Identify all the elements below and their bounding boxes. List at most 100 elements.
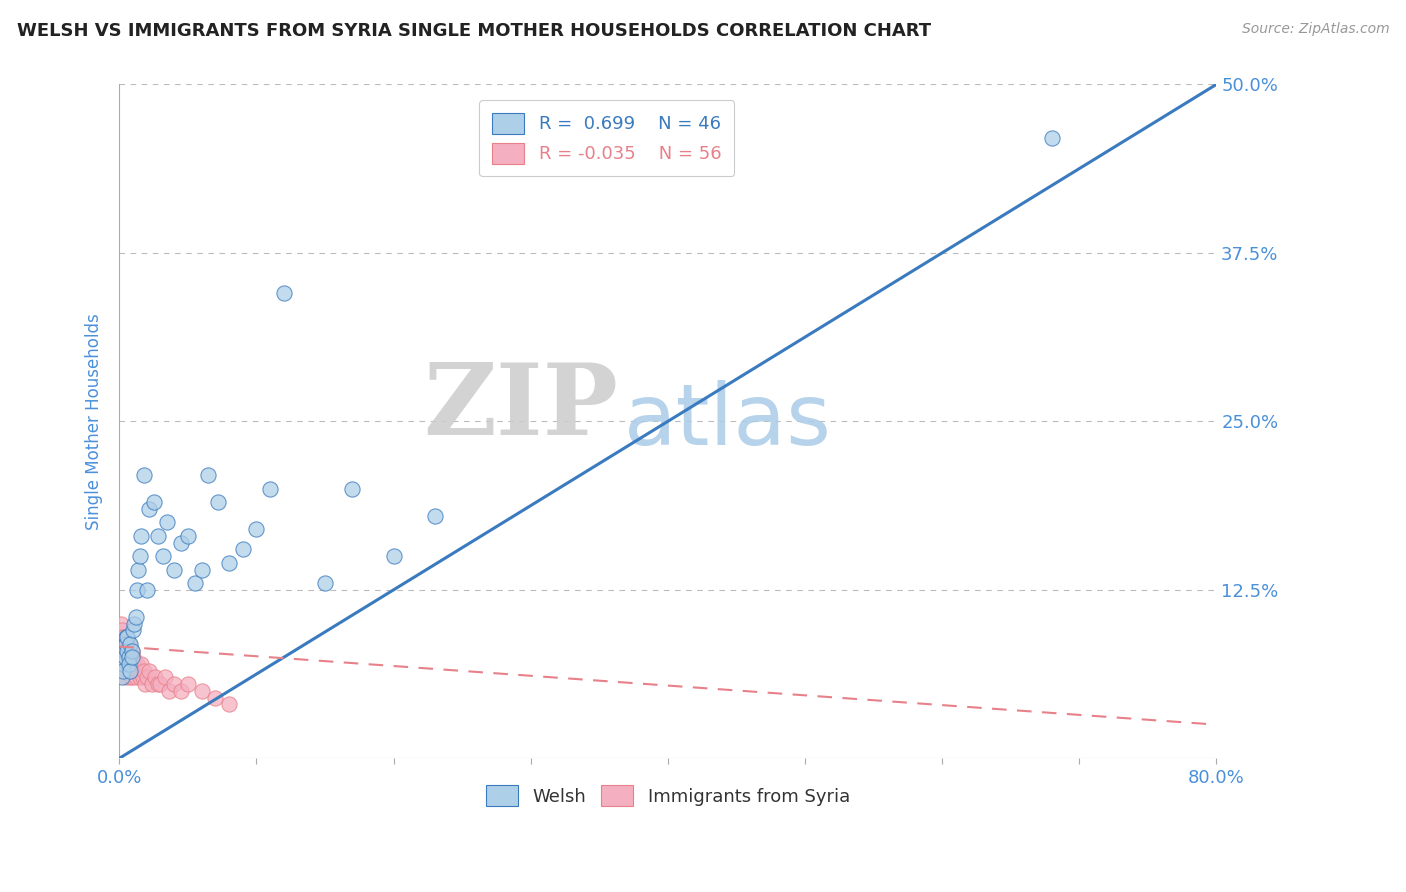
- Point: [207, 495, 229, 509]
- Point: [120, 650, 142, 665]
- Point: [112, 664, 135, 678]
- Point: [121, 670, 143, 684]
- Point: [146, 529, 169, 543]
- Point: [115, 630, 138, 644]
- Point: [114, 664, 136, 678]
- Point: [152, 549, 174, 564]
- Point: [118, 637, 141, 651]
- Point: [1040, 131, 1063, 145]
- Point: [111, 624, 134, 638]
- Point: [157, 684, 180, 698]
- Point: [122, 650, 145, 665]
- Point: [112, 664, 135, 678]
- Point: [117, 643, 139, 657]
- Point: [183, 576, 205, 591]
- Point: [129, 529, 152, 543]
- Point: [382, 549, 405, 564]
- Point: [170, 535, 193, 549]
- Point: [124, 657, 146, 671]
- Point: [117, 664, 139, 678]
- Point: [114, 650, 136, 665]
- Point: [111, 650, 134, 665]
- Point: [120, 664, 142, 678]
- Point: [121, 650, 143, 665]
- Point: [112, 657, 135, 671]
- Point: [124, 616, 146, 631]
- Point: [120, 670, 142, 684]
- Point: [314, 576, 336, 591]
- Point: [128, 549, 150, 564]
- Point: [204, 690, 226, 705]
- Point: [112, 630, 135, 644]
- Text: ZIP: ZIP: [423, 359, 619, 457]
- Point: [112, 643, 135, 657]
- Point: [127, 582, 149, 597]
- Point: [190, 563, 212, 577]
- Point: [177, 677, 200, 691]
- Legend: Welsh, Immigrants from Syria: Welsh, Immigrants from Syria: [478, 778, 858, 814]
- Point: [110, 630, 132, 644]
- Point: [118, 664, 141, 678]
- Point: [127, 563, 149, 577]
- Point: [114, 650, 136, 665]
- Point: [121, 643, 143, 657]
- Point: [110, 643, 132, 657]
- Text: WELSH VS IMMIGRANTS FROM SYRIA SINGLE MOTHER HOUSEHOLDS CORRELATION CHART: WELSH VS IMMIGRANTS FROM SYRIA SINGLE MO…: [17, 22, 931, 40]
- Point: [342, 482, 364, 496]
- Point: [110, 616, 132, 631]
- Point: [117, 643, 139, 657]
- Point: [141, 677, 163, 691]
- Point: [163, 563, 186, 577]
- Point: [125, 610, 148, 624]
- Point: [120, 637, 142, 651]
- Point: [118, 650, 141, 665]
- Point: [121, 657, 143, 671]
- Point: [423, 508, 446, 523]
- Point: [117, 630, 139, 644]
- Point: [111, 637, 134, 651]
- Point: [163, 677, 186, 691]
- Point: [114, 643, 136, 657]
- Point: [177, 529, 200, 543]
- Point: [118, 650, 141, 665]
- Point: [112, 657, 135, 671]
- Point: [122, 624, 145, 638]
- Point: [218, 556, 240, 570]
- Point: [218, 698, 240, 712]
- Point: [153, 670, 176, 684]
- Point: [143, 670, 166, 684]
- Point: [111, 657, 134, 671]
- Text: Source: ZipAtlas.com: Source: ZipAtlas.com: [1241, 22, 1389, 37]
- Point: [115, 670, 138, 684]
- Point: [134, 677, 156, 691]
- Point: [129, 657, 152, 671]
- Point: [131, 670, 153, 684]
- Point: [170, 684, 193, 698]
- Point: [115, 643, 138, 657]
- Y-axis label: Single Mother Households: Single Mother Households: [86, 313, 103, 530]
- Text: atlas: atlas: [624, 380, 832, 463]
- Point: [149, 677, 172, 691]
- Point: [245, 522, 267, 536]
- Point: [142, 495, 165, 509]
- Point: [259, 482, 281, 496]
- Point: [125, 664, 148, 678]
- Point: [128, 670, 150, 684]
- Point: [114, 637, 136, 651]
- Point: [132, 664, 155, 678]
- Point: [273, 286, 295, 301]
- Point: [135, 582, 157, 597]
- Point: [197, 468, 219, 483]
- Point: [156, 516, 179, 530]
- Point: [127, 657, 149, 671]
- Point: [232, 542, 254, 557]
- Point: [138, 502, 160, 516]
- Point: [120, 664, 142, 678]
- Point: [127, 664, 149, 678]
- Point: [121, 643, 143, 657]
- Point: [132, 468, 155, 483]
- Point: [135, 670, 157, 684]
- Point: [111, 670, 134, 684]
- Point: [118, 657, 141, 671]
- Point: [125, 670, 148, 684]
